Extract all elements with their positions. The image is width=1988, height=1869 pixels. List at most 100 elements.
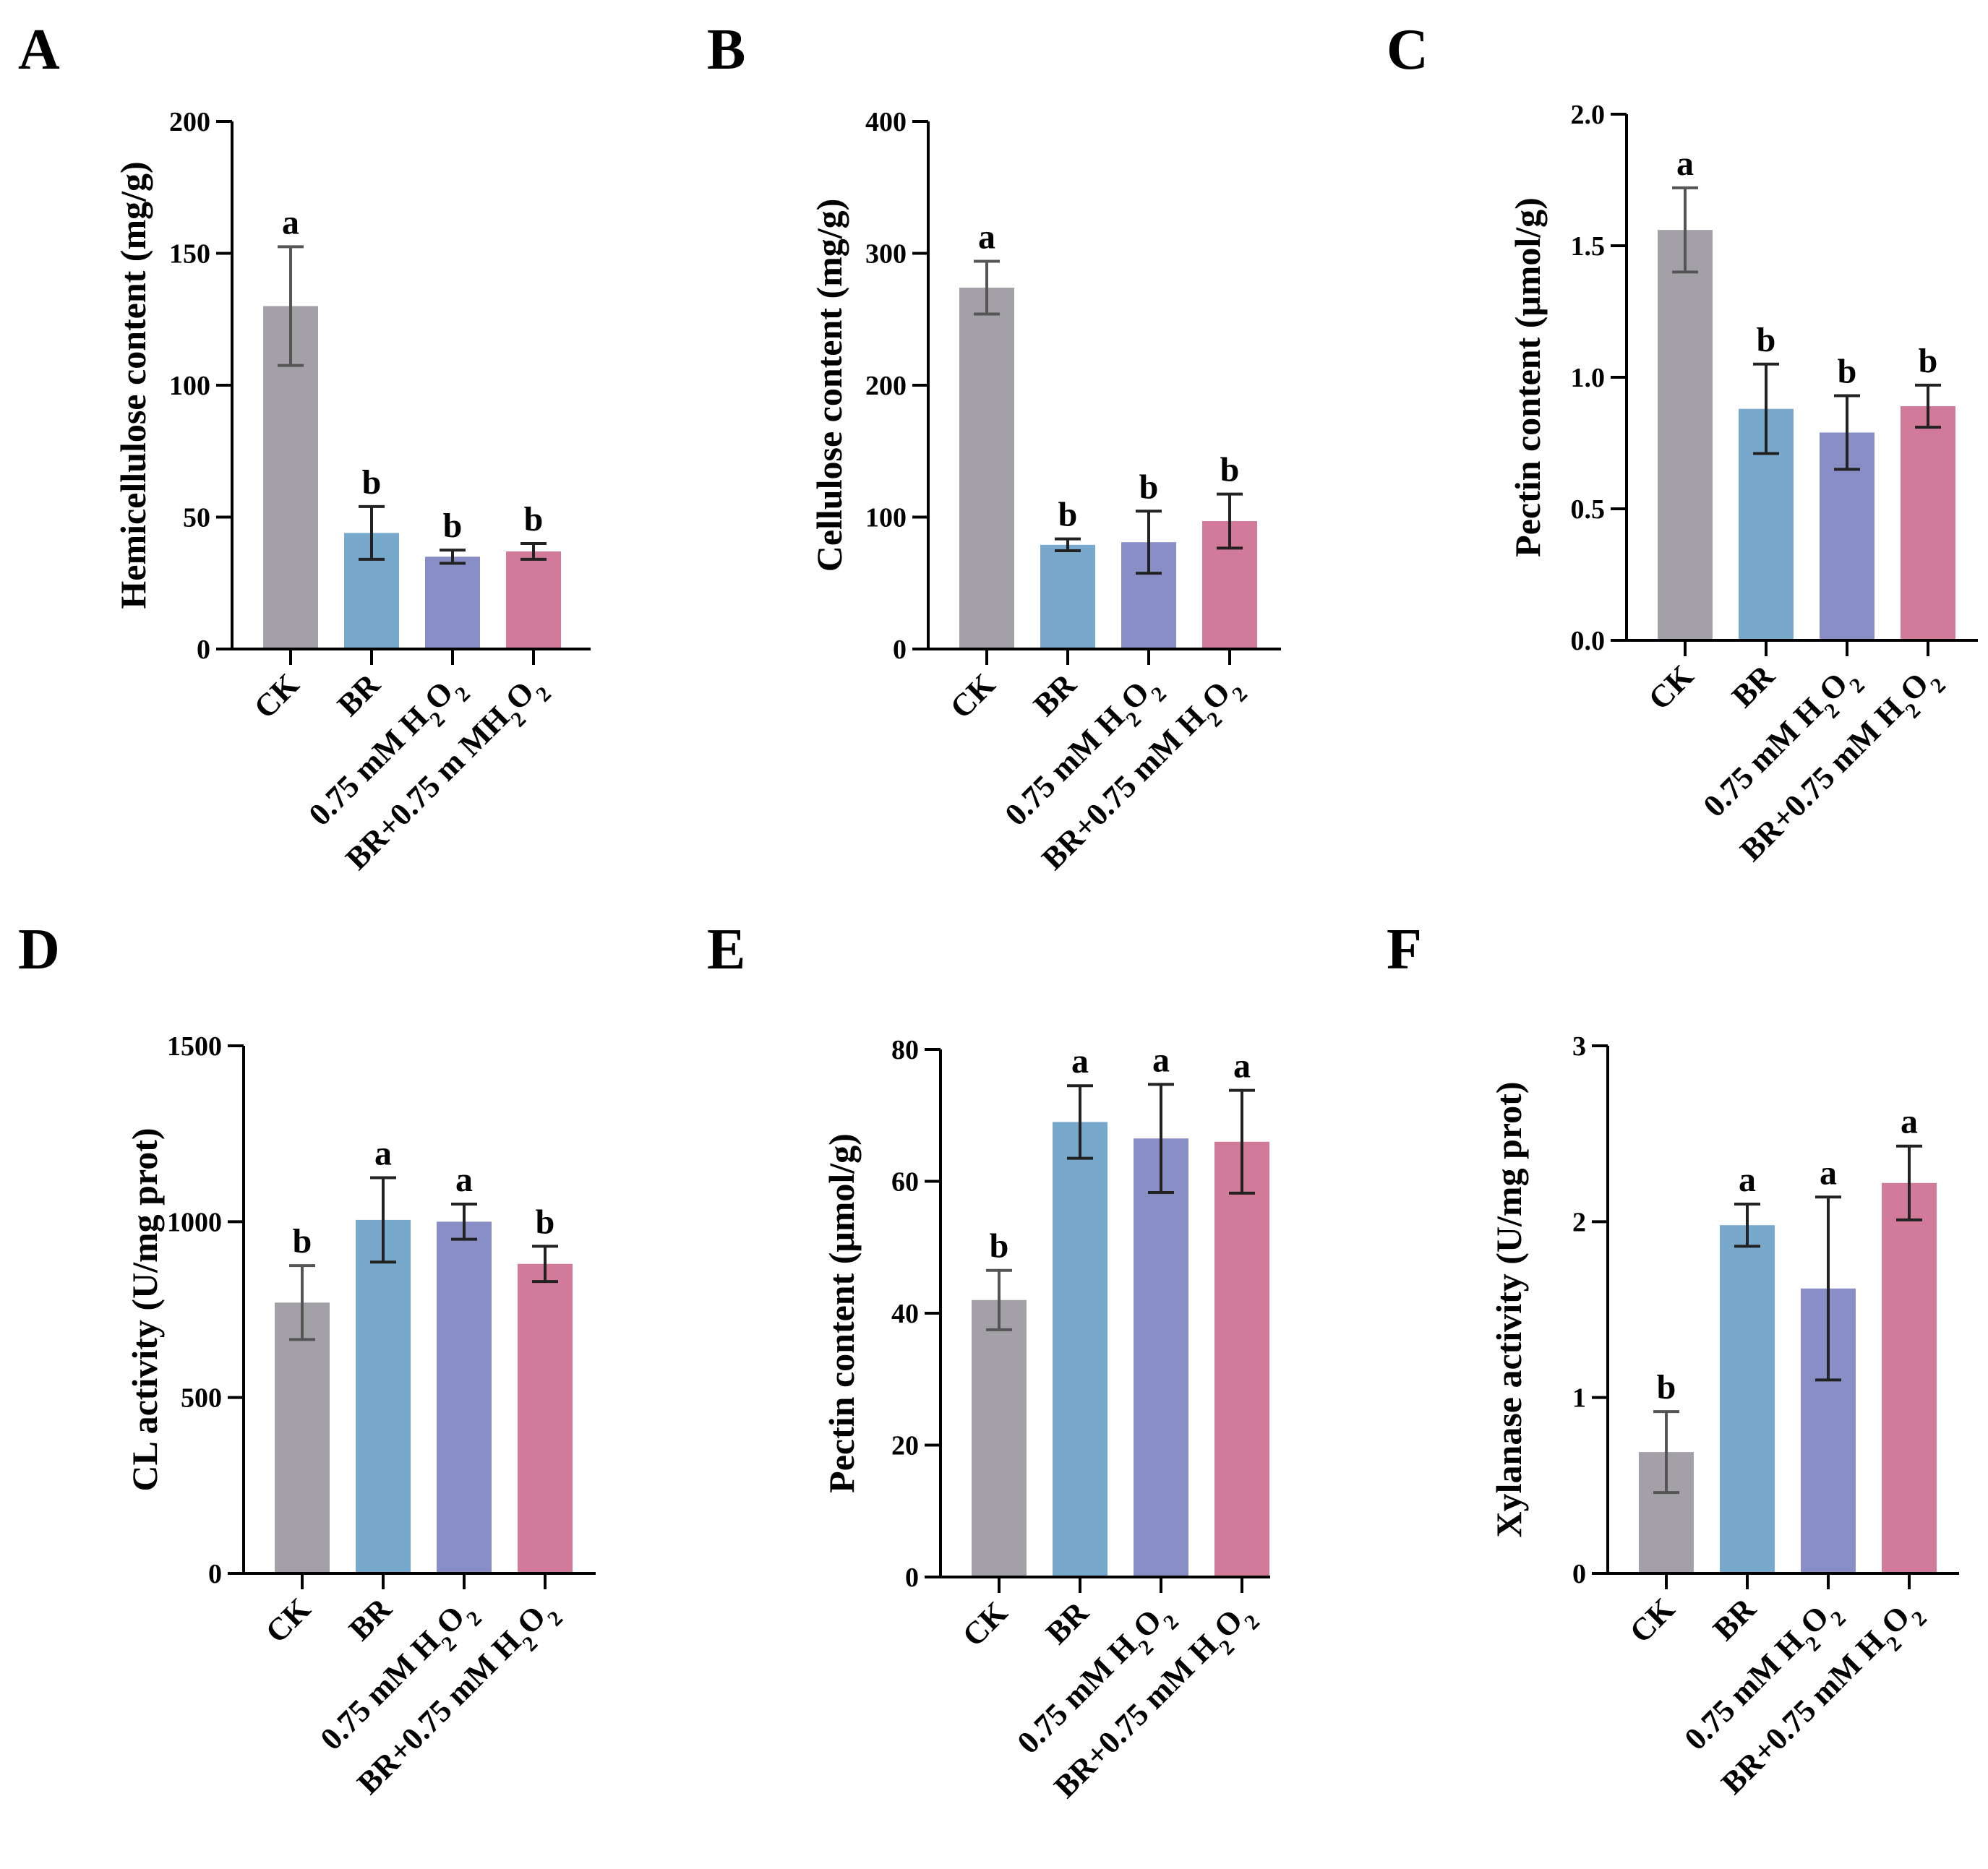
bar-2 xyxy=(1134,1138,1188,1577)
y-tick-label: 1000 xyxy=(167,1207,222,1237)
x-tick-label: BR xyxy=(1039,1594,1096,1651)
x-tick-label: BR xyxy=(1725,658,1782,715)
error-bar-2 xyxy=(1148,1083,1174,1195)
panel-letter: C xyxy=(1387,18,1428,82)
y-tick-label: 0.0 xyxy=(1571,626,1606,656)
significance-letter: a xyxy=(282,203,299,241)
bar-2 xyxy=(425,557,480,649)
y-tick-label: 20 xyxy=(891,1431,919,1461)
y-tick-label: 100 xyxy=(169,371,210,401)
significance-letter: a xyxy=(1676,145,1694,183)
x-tick-label: CK xyxy=(247,666,306,725)
bar-1 xyxy=(356,1219,411,1573)
error-bar-3 xyxy=(532,1245,558,1284)
significance-letter: a xyxy=(978,218,995,256)
y-tick-label: 80 xyxy=(891,1035,919,1065)
error-bar-1 xyxy=(359,504,385,561)
significance-letter: b xyxy=(1838,352,1857,390)
x-tick-label: CK xyxy=(943,666,1002,725)
y-tick-label: 1 xyxy=(1572,1383,1586,1414)
error-bar-2 xyxy=(1136,510,1162,575)
panel-letter: E xyxy=(707,918,745,981)
significance-letter: a xyxy=(1233,1047,1251,1086)
x-tick-label: BR xyxy=(342,1591,399,1648)
significance-letter: a xyxy=(1071,1042,1089,1080)
error-bar-2 xyxy=(1815,1195,1841,1382)
y-axis-label: Pectin content (μmol/g) xyxy=(1507,197,1548,557)
significance-letter: a xyxy=(374,1135,392,1173)
error-bar-0 xyxy=(289,1264,315,1341)
y-tick-label: 3 xyxy=(1572,1031,1586,1062)
y-tick-label: 300 xyxy=(865,239,907,270)
bar-3 xyxy=(1882,1182,1937,1573)
y-tick-label: 100 xyxy=(865,503,907,533)
error-bar-0 xyxy=(974,259,1000,316)
y-tick-label: 500 xyxy=(181,1383,222,1414)
error-bar-1 xyxy=(1067,1084,1093,1160)
error-bar-0 xyxy=(1653,1410,1679,1495)
significance-letter: a xyxy=(1152,1041,1170,1079)
significance-letter: b xyxy=(1058,496,1078,534)
bar-3 xyxy=(1901,406,1955,640)
y-tick-label: 200 xyxy=(169,107,210,137)
bar-0 xyxy=(959,287,1014,649)
error-bar-1 xyxy=(1055,537,1081,553)
y-tick-label: 1.0 xyxy=(1571,363,1606,393)
significance-letter: b xyxy=(536,1203,555,1241)
bar-3 xyxy=(1214,1141,1269,1577)
error-bar-3 xyxy=(1896,1144,1922,1221)
y-tick-label: 1500 xyxy=(167,1031,222,1062)
significance-letter: b xyxy=(1919,342,1938,380)
y-tick-label: 0 xyxy=(197,635,210,665)
x-tick-label: CK xyxy=(1642,658,1700,716)
panel-letter: B xyxy=(707,18,745,82)
y-axis-label: Hemicellulose content (mg/g) xyxy=(113,161,153,609)
y-tick-label: 0 xyxy=(893,635,907,665)
error-bar-2 xyxy=(1834,394,1860,471)
error-bar-3 xyxy=(1915,383,1941,429)
y-axis-label: Cellulose content (mg/g) xyxy=(809,199,849,572)
error-bar-1 xyxy=(370,1176,396,1264)
x-tick-label: BR xyxy=(1027,666,1084,723)
bar-0 xyxy=(275,1302,330,1573)
error-bar-0 xyxy=(278,245,304,367)
significance-letter: a xyxy=(455,1161,473,1199)
error-bar-3 xyxy=(520,542,547,561)
y-tick-label: 0 xyxy=(208,1559,222,1589)
y-tick-label: 1.5 xyxy=(1571,231,1606,262)
y-tick-label: 0.5 xyxy=(1571,494,1606,525)
bar-3 xyxy=(506,551,561,649)
y-tick-label: 400 xyxy=(865,107,907,137)
error-bar-0 xyxy=(986,1268,1012,1331)
significance-letter: a xyxy=(1739,1161,1756,1199)
significance-letter: a xyxy=(1901,1103,1918,1141)
bar-0 xyxy=(972,1299,1027,1577)
error-bar-2 xyxy=(440,549,466,565)
significance-letter: b xyxy=(990,1227,1009,1266)
x-tick-label: CK xyxy=(956,1594,1014,1653)
y-tick-label: 200 xyxy=(865,371,907,401)
error-bar-2 xyxy=(451,1203,477,1241)
significance-letter: b xyxy=(524,500,544,538)
panel-letter: D xyxy=(18,918,60,981)
y-tick-label: 2.0 xyxy=(1571,100,1606,130)
y-tick-label: 40 xyxy=(891,1299,919,1329)
error-bar-1 xyxy=(1734,1203,1760,1248)
bar-3 xyxy=(518,1263,573,1573)
significance-letter: b xyxy=(443,507,463,545)
bar-2 xyxy=(437,1221,492,1573)
bar-1 xyxy=(1053,1122,1107,1577)
y-tick-label: 0 xyxy=(1572,1559,1586,1589)
x-tick-label: CK xyxy=(259,1591,317,1649)
bar-1 xyxy=(1720,1225,1775,1573)
error-bar-3 xyxy=(1229,1088,1255,1195)
y-tick-label: 0 xyxy=(905,1563,919,1593)
significance-letter: b xyxy=(1220,451,1240,489)
significance-letter: b xyxy=(1139,468,1159,506)
y-axis-label: Xylanase activity (U/mg prot) xyxy=(1488,1082,1529,1538)
